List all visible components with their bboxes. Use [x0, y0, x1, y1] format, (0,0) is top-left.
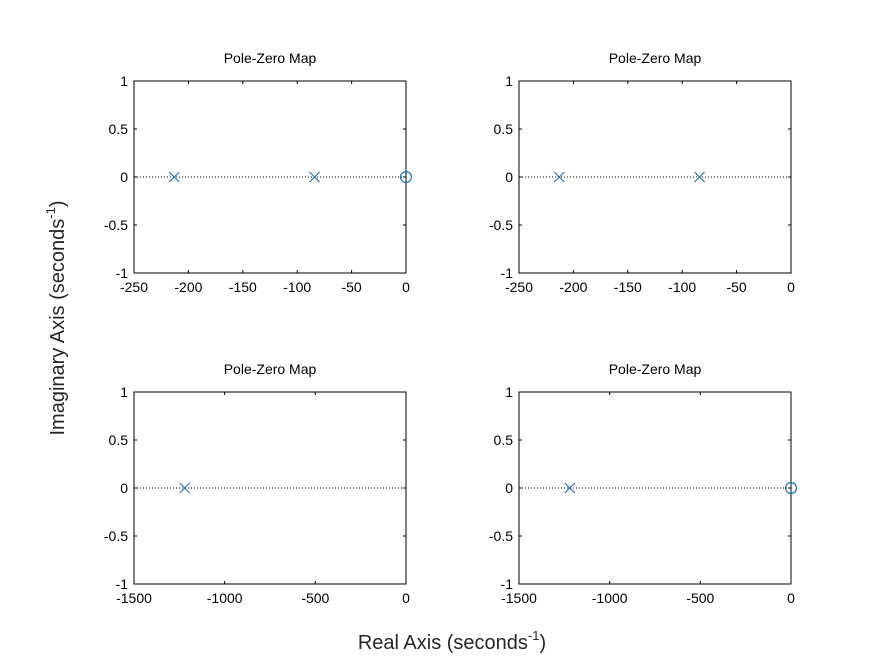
subplot-2-ytick-label: 0 — [505, 169, 513, 185]
subplot-3-ytick-label: 0 — [120, 480, 128, 496]
subplot-3-xtick-label: -1000 — [207, 590, 243, 606]
subplot-2-ytick-label: 1 — [505, 73, 513, 89]
x-axis-label-text: Real Axis (seconds — [358, 632, 528, 654]
subplot-1: Pole-Zero Map -250 -200 -150 -100 -50 0 -1 -0.5 0… — [104, 50, 413, 295]
subplot-4-pole-marker — [564, 482, 576, 494]
subplot-1-xtick-label: -250 — [120, 279, 148, 295]
subplot-2-xtick-label: -250 — [505, 279, 533, 295]
subplot-1-xtick-label: -150 — [229, 279, 257, 295]
subplot-4-ytick-label: -1 — [501, 576, 514, 592]
subplot-4-xtick-label: 0 — [787, 590, 795, 606]
subplot-3-ytick-label: -0.5 — [104, 528, 128, 544]
subplot-4-title: Pole-Zero Map — [609, 361, 702, 377]
subplot-1-ytick-label: -0.5 — [104, 217, 128, 233]
subplot-4-xtick-label: -1500 — [501, 590, 537, 606]
subplot-2-ytick-label: -1 — [501, 265, 514, 281]
subplots: Pole-Zero Map-250 -200 -150 -100 -50 0-1-0.50… — [104, 50, 798, 606]
subplot-4-ytick-label: 0 — [505, 480, 513, 496]
subplot-3-ytick-label: 1 — [120, 384, 128, 400]
subplot-2-ytick-label: 0.5 — [494, 121, 514, 137]
subplot-3-ytick-label: -1 — [116, 576, 129, 592]
subplot-2-pole-marker — [553, 171, 565, 183]
x-axis-label-end: ) — [539, 632, 546, 654]
x-axis-label-sup: -1 — [528, 628, 540, 643]
subplot-4: Pole-Zero Map -1500 -1000 -500 0 -1 -0.5 0 0.5 1 — [489, 361, 798, 606]
subplot-3: Pole-Zero Map -1500 -1000 -500 0 -1 -0.5 0 0.5 1 — [104, 361, 410, 606]
subplot-1-pole-marker — [168, 171, 180, 183]
subplot-1-xtick-label: -100 — [283, 279, 311, 295]
subplot-4-ytick-label: 1 — [505, 384, 513, 400]
subplot-1-ytick-label: 0.5 — [109, 121, 129, 137]
subplot-1-xtick-label: -200 — [174, 279, 202, 295]
subplot-1-xtick-label: -50 — [341, 279, 361, 295]
x-axis-label: Real Axis (seconds-1) — [358, 628, 546, 654]
subplot-4-xtick-label: -1000 — [592, 590, 628, 606]
subplot-2-title: Pole-Zero Map — [609, 50, 702, 66]
subplot-4-ytick-label: 0.5 — [494, 432, 514, 448]
subplot-2-xtick-label: -50 — [726, 279, 746, 295]
subplot-2: Pole-Zero Map -250 -200 -150 -100 -50 0 -1 -0.5 0… — [489, 50, 795, 295]
subplot-4-ytick-label: -0.5 — [489, 528, 513, 544]
subplot-3-pole-marker — [179, 482, 191, 494]
subplot-2-xtick-label: -150 — [614, 279, 642, 295]
subplot-3-xtick-label: -500 — [301, 590, 329, 606]
subplot-2-xtick-label: -200 — [559, 279, 587, 295]
subplot-2-xtick-label: 0 — [787, 279, 795, 295]
subplot-1-ytick-label: 1 — [120, 73, 128, 89]
subplot-4-zero-marker — [784, 481, 798, 495]
subplot-2-xtick-label: -100 — [668, 279, 696, 295]
y-axis-label-sup: -1 — [43, 207, 58, 219]
subplot-3-title: Pole-Zero Map — [224, 361, 317, 377]
y-axis-label-end: ) — [47, 201, 69, 208]
subplot-3-xtick-label: -1500 — [116, 590, 152, 606]
subplot-3-ytick-label: 0.5 — [109, 432, 129, 448]
subplot-1-ytick-label: 0 — [120, 169, 128, 185]
y-axis-label-text: Imaginary Axis (seconds — [47, 219, 69, 436]
subplot-2-pole-marker — [694, 171, 706, 183]
subplot-1-zero-marker — [399, 170, 413, 184]
subplot-3-xtick-label: 0 — [402, 590, 410, 606]
subplot-1-xtick-label: 0 — [402, 279, 410, 295]
subplot-2-ytick-label: -0.5 — [489, 217, 513, 233]
subplot-4-xtick-label: -500 — [686, 590, 714, 606]
subplot-1-ytick-label: -1 — [116, 265, 129, 281]
y-axis-label: Imaginary Axis (seconds-1) — [43, 201, 69, 436]
subplot-1-title: Pole-Zero Map — [224, 50, 317, 66]
subplot-1-pole-marker — [309, 171, 321, 183]
